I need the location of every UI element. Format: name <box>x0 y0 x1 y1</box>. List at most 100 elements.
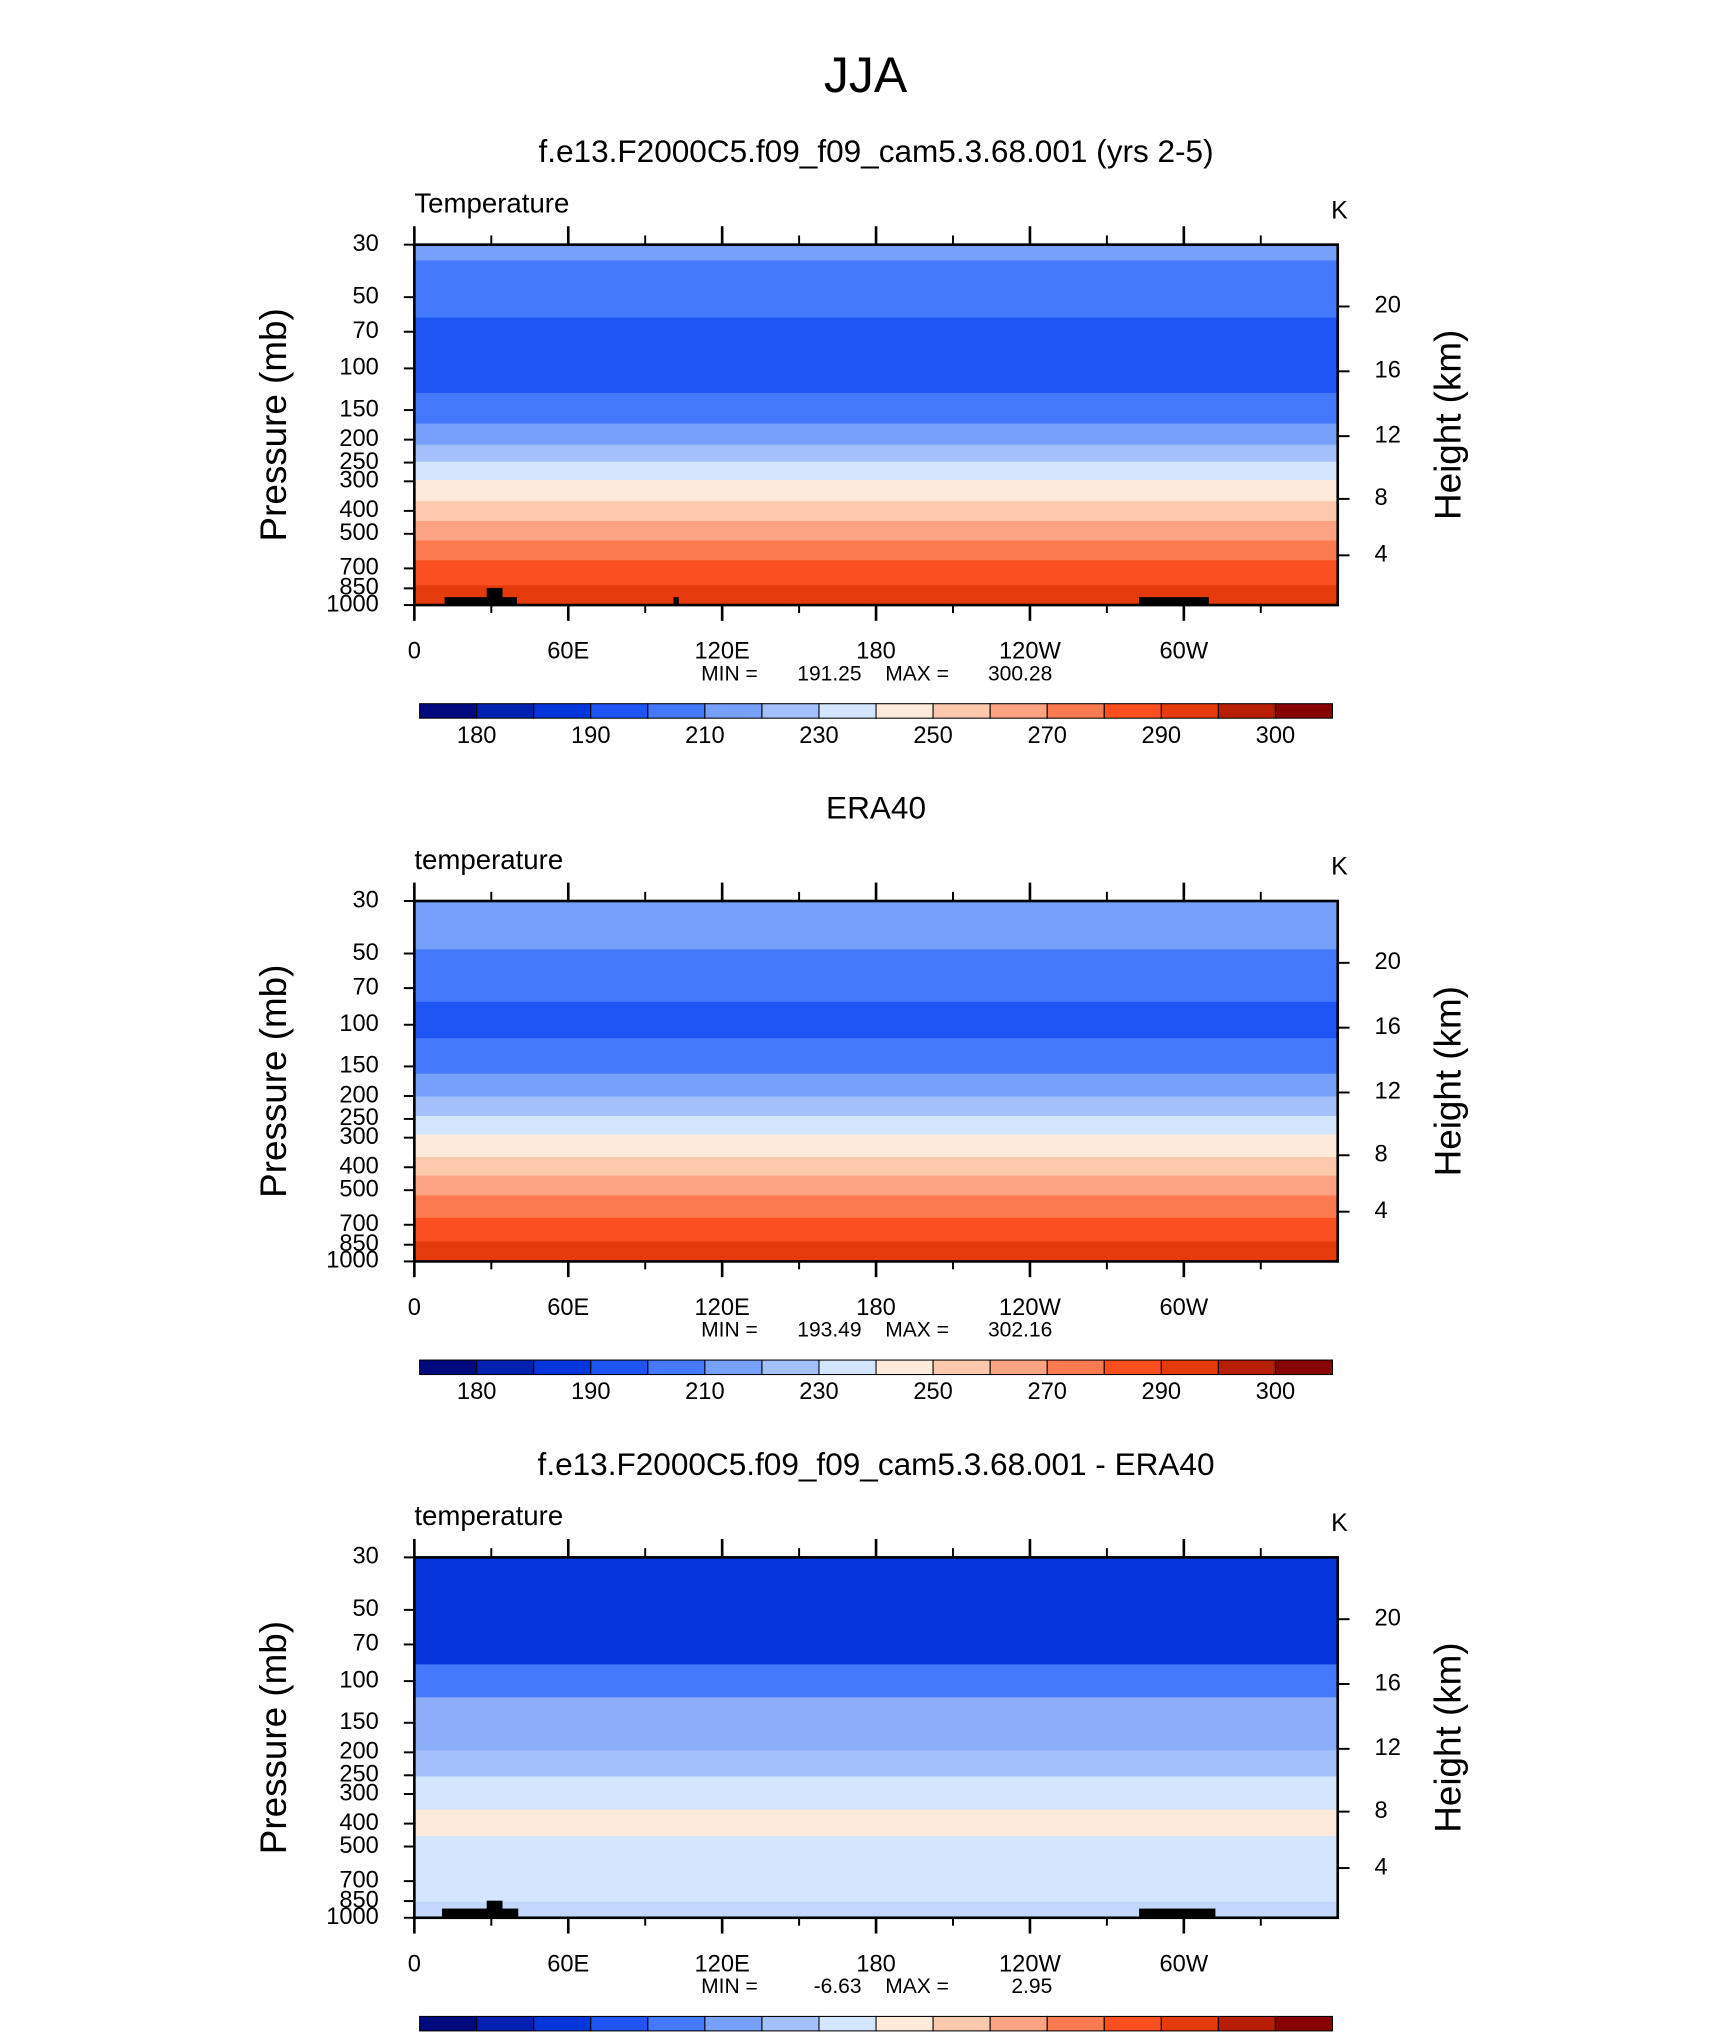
y2-tick-label: 12 <box>1375 422 1401 448</box>
max-label: MAX = <box>885 1319 949 1342</box>
y-tick-label: 70 <box>353 318 379 344</box>
colorbar-label: -9 <box>466 2036 487 2038</box>
colorbar-label: 270 <box>1027 723 1066 749</box>
colorbar-box <box>476 2015 535 2032</box>
colorbar-box <box>1103 1359 1162 1376</box>
orography <box>486 587 503 599</box>
x-tick-label: 60W <box>1160 639 1209 665</box>
colorbar-box <box>647 1359 706 1376</box>
colorbar-box <box>932 1359 991 1376</box>
y-tick-label: 1000 <box>326 591 379 617</box>
contour-band <box>414 1809 1338 1837</box>
colorbar-box <box>1046 1359 1105 1376</box>
y2-axis-label: Height (km) <box>1428 986 1469 1176</box>
contour-band <box>414 1241 1338 1263</box>
y-tick-label: 200 <box>339 1739 378 1765</box>
y2-tick-label: 8 <box>1375 1798 1388 1824</box>
y-tick-label: 400 <box>339 497 378 523</box>
orography <box>1139 1908 1216 1917</box>
y-tick-label: 200 <box>339 426 378 452</box>
units-label: K <box>1331 1509 1348 1537</box>
colorbar-label: 9 <box>1269 2036 1282 2038</box>
y-tick-label: 300 <box>339 468 378 494</box>
contour-band <box>414 949 1338 1003</box>
y-tick-label: 400 <box>339 1810 378 1836</box>
colorbar-box <box>989 703 1048 719</box>
colorbar-label: -4 <box>637 2036 658 2038</box>
max-value: 2.95 <box>1011 1975 1052 1998</box>
colorbar-box <box>533 703 592 719</box>
colorbar-box <box>989 2015 1048 2032</box>
colorbar-label: -5 <box>580 2036 601 2038</box>
contour-band <box>414 1134 1338 1158</box>
y2-tick-label: 12 <box>1375 1735 1401 1761</box>
colorbar-box <box>1103 703 1162 719</box>
y2-tick-label: 12 <box>1375 1079 1401 1105</box>
colorbar-box <box>704 703 763 719</box>
left-label: temperature <box>414 844 563 875</box>
y-tick-label: 700 <box>339 1867 378 1893</box>
colorbar-box <box>818 703 877 719</box>
orography <box>441 1908 519 1917</box>
colorbar-box <box>533 1359 592 1376</box>
max-label: MAX = <box>885 1975 949 1998</box>
contour-band <box>414 1195 1338 1219</box>
contour-band <box>414 461 1338 481</box>
y-tick-label: 850 <box>339 1231 378 1257</box>
max-value: 302.16 <box>988 1319 1052 1342</box>
contour-band <box>414 1073 1338 1098</box>
colorbar-label: 250 <box>913 723 952 749</box>
colorbar-box <box>1274 1359 1333 1376</box>
panel-title: f.e13.F2000C5.f09_f09_cam5.3.68.001 - ER… <box>538 1446 1215 1482</box>
y-tick-label: 30 <box>353 1544 379 1570</box>
orography <box>673 597 679 606</box>
y-tick-label: 700 <box>339 555 378 581</box>
x-tick-label: 120W <box>999 1295 1061 1321</box>
y-tick-label: 300 <box>339 1780 378 1806</box>
colorbar-box <box>590 2015 649 2032</box>
x-tick-label: 120E <box>695 1951 750 1977</box>
colorbar-box <box>1274 703 1333 719</box>
colorbar-box <box>761 2015 820 2032</box>
contour-band <box>414 1835 1338 1903</box>
contour-band <box>414 1116 1338 1136</box>
panel-title: f.e13.F2000C5.f09_f09_cam5.3.68.001 (yrs… <box>538 133 1213 169</box>
min-label: MIN = <box>701 1975 758 1998</box>
left-label: Temperature <box>414 187 569 218</box>
units-label: K <box>1331 196 1348 224</box>
x-tick-label: 0 <box>408 639 421 665</box>
contour-band <box>414 560 1338 586</box>
colorbar-box <box>590 703 649 719</box>
x-tick-label: 60E <box>547 1295 589 1321</box>
colorbar-label: 230 <box>799 1379 838 1405</box>
contour-band <box>414 392 1338 425</box>
y2-tick-label: 8 <box>1375 485 1388 511</box>
colorbar-label: 300 <box>1256 1379 1295 1405</box>
colorbar-box <box>1160 1359 1219 1376</box>
y-tick-label: 100 <box>339 355 378 381</box>
colorbar-label: 290 <box>1142 1379 1181 1405</box>
y2-tick-label: 16 <box>1375 1670 1401 1696</box>
y2-tick-label: 16 <box>1375 1014 1401 1040</box>
x-tick-label: 0 <box>408 1951 421 1977</box>
colorbar-box <box>1160 703 1219 719</box>
colorbar-box <box>419 1359 478 1376</box>
colorbar-box <box>989 1359 1048 1376</box>
y-tick-label: 500 <box>339 520 378 546</box>
colorbar-label: 7 <box>1212 2036 1225 2038</box>
colorbar-box <box>1274 2015 1333 2032</box>
contour-band <box>414 423 1338 446</box>
y-tick-label: 400 <box>339 1153 378 1179</box>
contour-band <box>414 317 1338 394</box>
orography <box>1139 597 1209 606</box>
contour-band <box>414 1750 1338 1778</box>
y-tick-label: 300 <box>339 1124 378 1150</box>
colorbar-label: 290 <box>1142 723 1181 749</box>
contour-band <box>414 1038 1338 1075</box>
y-tick-label: 70 <box>353 974 379 1000</box>
min-label: MIN = <box>701 662 758 685</box>
colorbar-label: 5 <box>1155 2036 1168 2038</box>
contour-band <box>414 260 1338 319</box>
y-tick-label: 50 <box>353 1596 379 1622</box>
y-tick-label: 250 <box>339 449 378 475</box>
